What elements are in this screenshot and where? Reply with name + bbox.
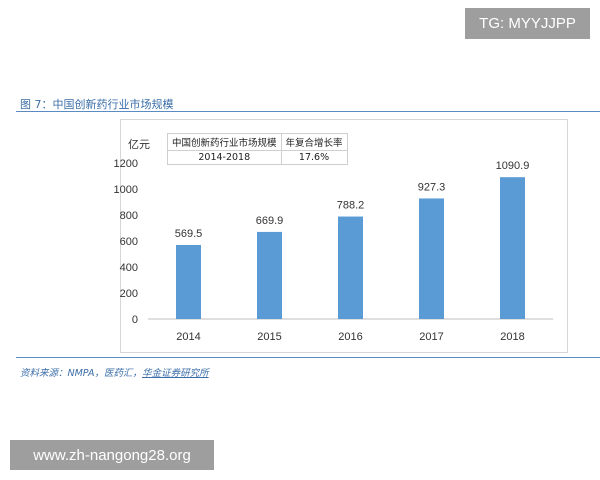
y-tick-label: 600 xyxy=(120,236,138,248)
y-tick-label: 1000 xyxy=(114,184,138,196)
table-cell-period: 2014-2018 xyxy=(167,150,282,165)
y-tick-label: 800 xyxy=(120,210,138,222)
table-cell-cagr: 17.6% xyxy=(280,150,348,165)
bar-2018 xyxy=(500,177,525,319)
value-label: 788.2 xyxy=(337,200,365,212)
x-tick-label: 2014 xyxy=(176,331,200,343)
y-tick-label: 1200 xyxy=(114,158,138,170)
x-tick-label: 2016 xyxy=(338,331,362,343)
source-prefix: 资料来源：NMPA，医药汇， xyxy=(20,368,143,379)
y-axis-label: 亿元 xyxy=(128,138,150,151)
y-tick-label: 400 xyxy=(120,262,138,274)
x-tick-label: 2015 xyxy=(257,331,281,343)
value-label: 669.9 xyxy=(256,215,284,227)
figure-title: 图 7：中国创新药行业市场规模 xyxy=(20,98,174,111)
y-tick-label: 200 xyxy=(120,288,138,300)
bar-2014 xyxy=(176,244,201,319)
y-tick-label: 0 xyxy=(132,314,138,326)
x-tick-label: 2018 xyxy=(500,331,524,343)
source-divider xyxy=(16,357,600,358)
bar-2016 xyxy=(338,216,363,319)
source-note: 资料来源：NMPA，医药汇，华金证券研究所 xyxy=(20,365,209,379)
table-header-market: 中国创新药行业市场规模 xyxy=(167,133,282,151)
x-tick-label: 2017 xyxy=(419,331,443,343)
value-label: 1090.9 xyxy=(496,160,530,172)
value-label: 927.3 xyxy=(418,181,446,193)
channel-badge: TG: MYYJJPP xyxy=(465,8,590,39)
table-header-cagr: 年复合增长率 xyxy=(280,133,348,151)
value-label: 569.5 xyxy=(175,228,203,240)
source-link[interactable]: 华金证券研究所 xyxy=(142,368,209,379)
bar-2017 xyxy=(419,198,444,319)
title-divider xyxy=(16,111,600,112)
watermark-badge: www.zh-nangong28.org xyxy=(10,440,214,470)
bar-2015 xyxy=(257,231,282,319)
cagr-table: 中国创新药行业市场规模 年复合增长率 2014-2018 17.6% xyxy=(167,133,348,165)
